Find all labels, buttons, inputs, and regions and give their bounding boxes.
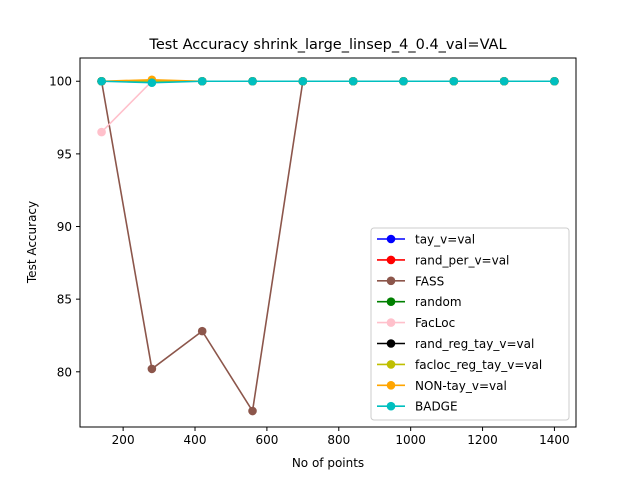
legend-entry: tay_v=val	[377, 233, 475, 247]
legend-entry: FacLoc	[377, 316, 455, 330]
x-tick-label: 600	[255, 433, 278, 447]
y-tick-label: 90	[57, 220, 72, 234]
x-tick-label: 1200	[467, 433, 498, 447]
data-point	[197, 326, 207, 336]
x-tick-label: 800	[327, 433, 350, 447]
legend-label: NON-tay_v=val	[415, 379, 507, 393]
y-axis-label: Test Accuracy	[25, 201, 39, 284]
data-point	[97, 127, 106, 137]
legend-marker	[386, 255, 396, 265]
legend-label: FacLoc	[415, 316, 455, 330]
legend-entry: facloc_reg_tay_v=val	[377, 358, 542, 372]
y-tick-label: 80	[57, 365, 72, 379]
legend-entry: random	[377, 295, 462, 309]
plot-area	[97, 75, 559, 416]
axes-frame	[79, 57, 577, 428]
data-point	[499, 76, 509, 86]
legend-marker	[386, 318, 396, 327]
x-tick-label: 400	[184, 433, 207, 447]
y-tick-label: 95	[57, 147, 72, 161]
data-point	[147, 364, 157, 374]
data-point	[449, 76, 459, 86]
data-point	[248, 406, 257, 416]
series-8	[97, 76, 559, 87]
legend-marker	[386, 360, 396, 369]
chart-title: Test Accuracy shrink_large_linsep_4_0.4_…	[148, 37, 506, 53]
data-point	[348, 76, 358, 86]
legend-label: tay_v=val	[415, 233, 475, 247]
legend-entry: BADGE	[377, 400, 458, 414]
legend-entry: FASS	[377, 274, 444, 288]
legend-label: rand_per_v=val	[415, 253, 509, 267]
data-point	[147, 78, 157, 87]
x-tick-label: 200	[112, 433, 135, 447]
legend: tay_v=val rand_per_v=val FASS random FacLoc r…	[370, 227, 570, 421]
legend-marker	[386, 381, 396, 390]
x-axis-label: No of points	[292, 456, 364, 470]
legend-marker	[386, 297, 396, 307]
data-point	[248, 76, 257, 86]
legend-entry: rand_reg_tay_v=val	[377, 337, 534, 351]
data-point	[550, 76, 559, 86]
legend-label: random	[415, 295, 462, 309]
y-tick-label: 85	[57, 293, 72, 307]
data-point	[197, 76, 207, 86]
legend-marker	[386, 276, 396, 286]
x-tick-label: 1400	[539, 433, 570, 447]
legend-label: facloc_reg_tay_v=val	[415, 358, 542, 372]
legend-marker	[386, 234, 396, 244]
legend-marker	[386, 401, 396, 411]
data-point	[298, 76, 308, 86]
legend-box	[370, 227, 570, 421]
legend-label: BADGE	[415, 400, 458, 414]
legend-marker	[386, 339, 396, 348]
legend-label: FASS	[415, 274, 444, 288]
y-tick-label: 100	[49, 75, 72, 89]
x-tick-label: 1000	[395, 433, 426, 447]
legend-label: rand_reg_tay_v=val	[415, 337, 534, 351]
axes: 200 400 600 800 1000 1200 1400 80 85 90 95 100	[49, 57, 577, 447]
data-point	[97, 76, 106, 86]
legend-entry: NON-tay_v=val	[377, 379, 507, 393]
series-line	[101, 80, 555, 84]
legend-entry: rand_per_v=val	[377, 253, 509, 267]
data-point	[399, 76, 408, 86]
